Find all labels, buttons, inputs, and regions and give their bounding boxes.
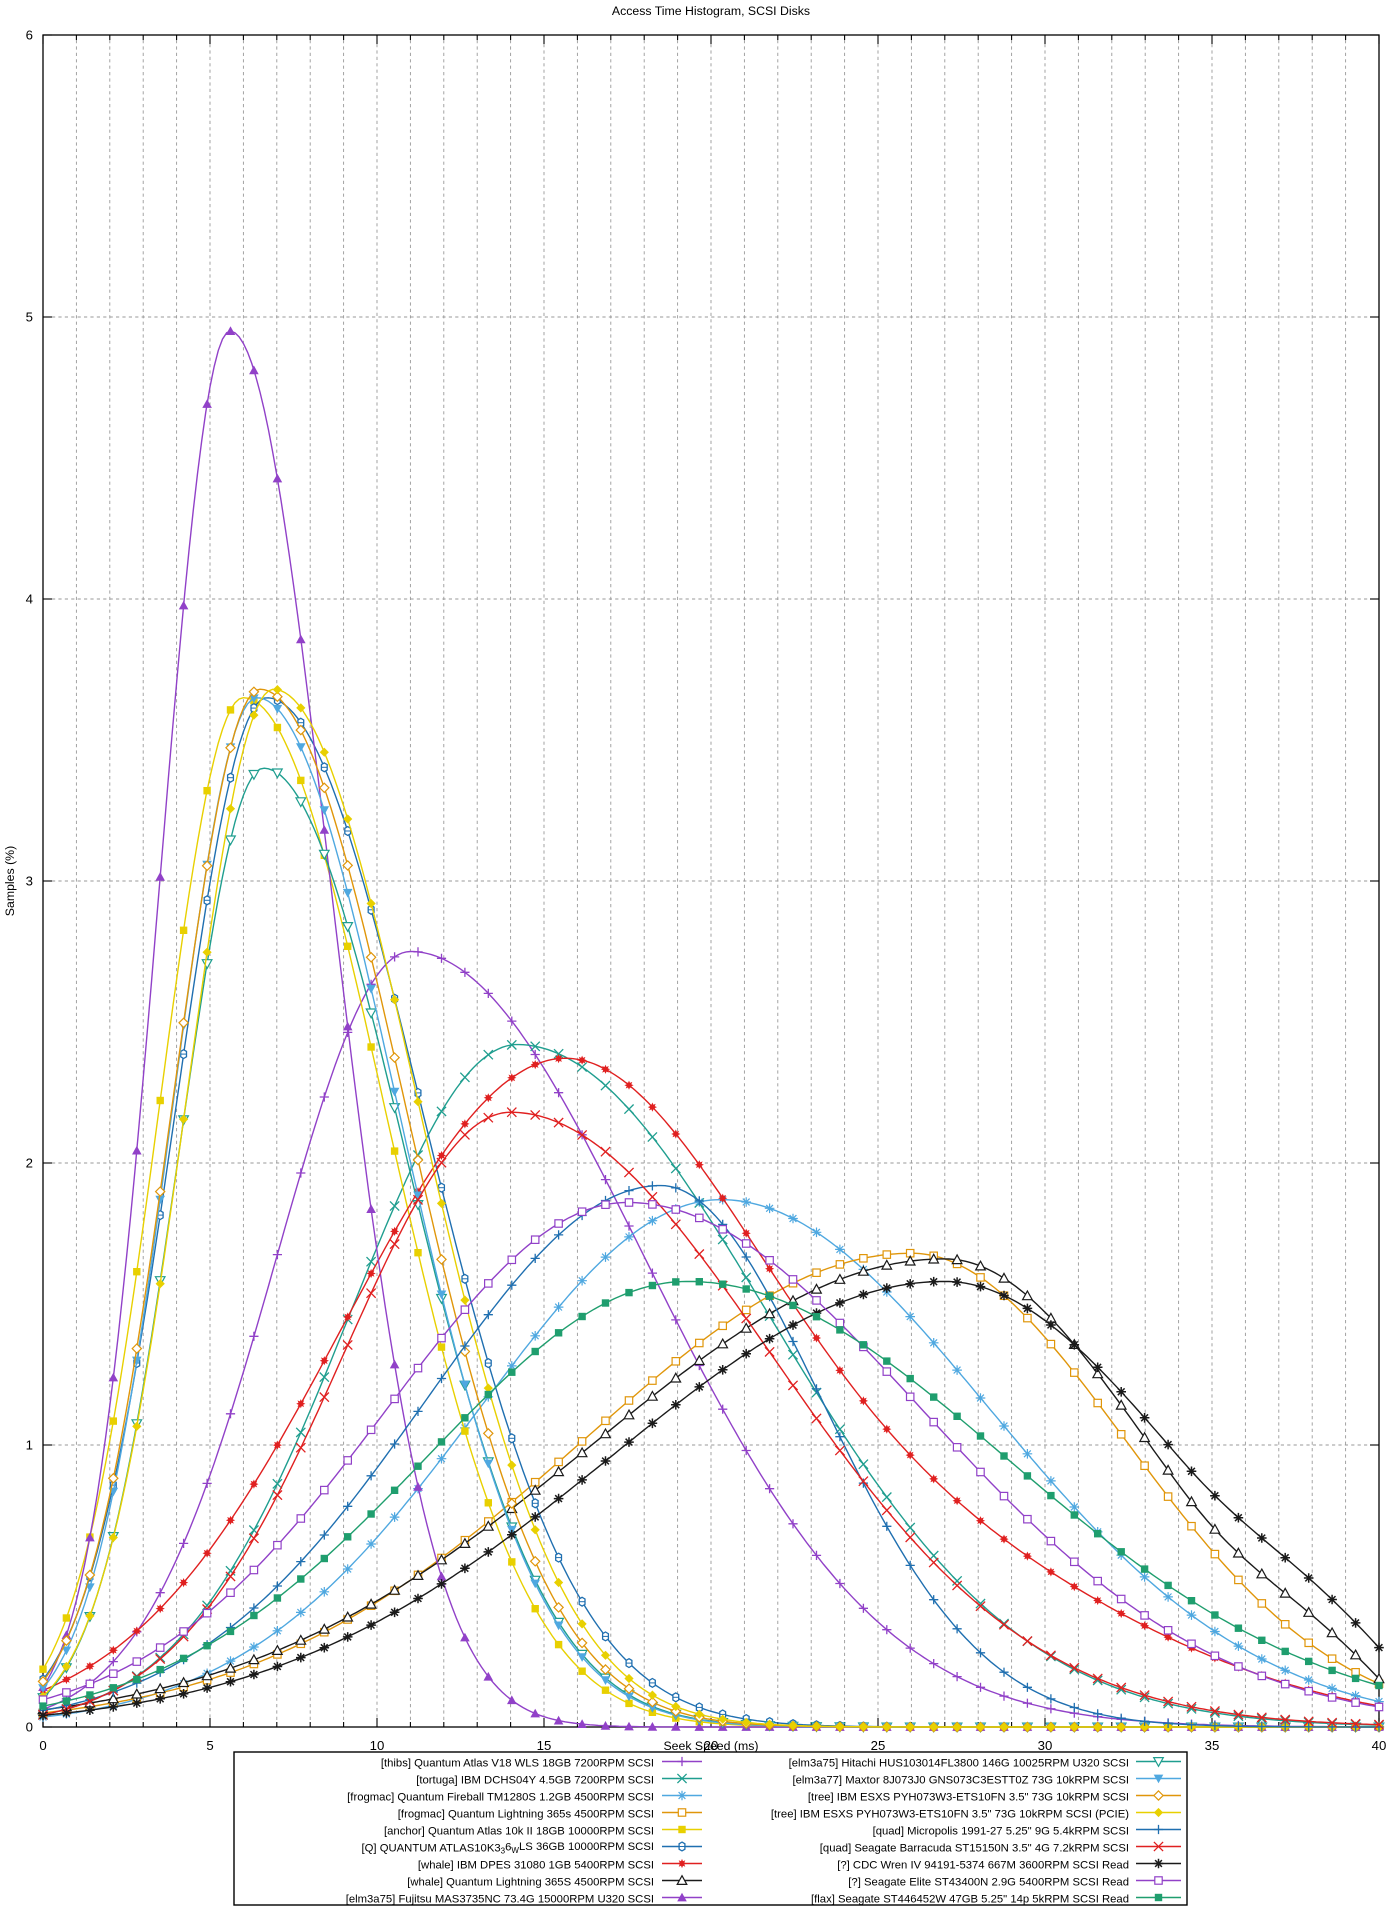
svg-text:Access Time Histogram, SCSI Di: Access Time Histogram, SCSI Disks xyxy=(612,4,810,18)
svg-text:[elm3a75] Fujitsu MAS3735NC 73: [elm3a75] Fujitsu MAS3735NC 73.4G 15000R… xyxy=(346,1894,654,1906)
svg-text:2: 2 xyxy=(26,1156,33,1171)
svg-text:15: 15 xyxy=(537,1738,552,1753)
svg-text:[anchor] Quantum Atlas 10k II: [anchor] Quantum Atlas 10k II 18GB 10000… xyxy=(384,1826,654,1838)
svg-text:[whale] IBM DPES 31080 1GB 540: [whale] IBM DPES 31080 1GB 5400RPM SCSI xyxy=(418,1860,654,1872)
svg-text:[frogmac] Quantum Lightning 36: [frogmac] Quantum Lightning 365s 4500RPM… xyxy=(398,1809,654,1821)
svg-text:Seek Speed (ms): Seek Speed (ms) xyxy=(663,1739,758,1753)
svg-text:[thibs] Quantum Atlas V18 WLS: [thibs] Quantum Atlas V18 WLS 18GB 7200R… xyxy=(381,1758,654,1770)
svg-text:[quad] Seagate Barracuda ST151: [quad] Seagate Barracuda ST15150N 3.5" 4… xyxy=(820,1843,1129,1855)
svg-text:30: 30 xyxy=(1038,1738,1053,1753)
svg-text:5: 5 xyxy=(206,1738,213,1753)
svg-text:[elm3a77] Maxtor 8J073J0 GNS07: [elm3a77] Maxtor 8J073J0 GNS073C3ESTT0Z … xyxy=(792,1775,1129,1787)
svg-text:[tree] IBM ESXS PYH073W3-ETS10: [tree] IBM ESXS PYH073W3-ETS10FN 3.5" 73… xyxy=(808,1792,1129,1804)
svg-text:4: 4 xyxy=(26,592,33,607)
svg-text:5: 5 xyxy=(26,310,33,325)
svg-text:[whale] Quantum Lightning 365S: [whale] Quantum Lightning 365S 4500RPM S… xyxy=(407,1877,654,1889)
svg-text:[?] Seagate Elite ST43400N 2.9: [?] Seagate Elite ST43400N 2.9G 5400RPM … xyxy=(848,1877,1129,1889)
svg-text:40: 40 xyxy=(1372,1738,1387,1753)
svg-text:3: 3 xyxy=(26,874,33,889)
svg-text:0: 0 xyxy=(39,1738,46,1753)
svg-text:[tortuga] IBM DCHS04Y 4.5GB 72: [tortuga] IBM DCHS04Y 4.5GB 7200RPM SCSI xyxy=(416,1775,654,1787)
svg-text:[tree] IBM ESXS PYH073W3-ETS10: [tree] IBM ESXS PYH073W3-ETS10FN 3.5" 73… xyxy=(771,1809,1129,1821)
svg-text:6: 6 xyxy=(26,28,33,43)
svg-text:[quad] Micropolis 1991-27 5.25: [quad] Micropolis 1991-27 5.25" 9G 5.4kR… xyxy=(873,1826,1129,1838)
svg-text:25: 25 xyxy=(871,1738,886,1753)
svg-text:1: 1 xyxy=(26,1438,33,1453)
svg-text:Samples (%): Samples (%) xyxy=(3,846,17,916)
svg-text:[flax] Seagate ST446452W 47GB: [flax] Seagate ST446452W 47GB 5.25" 14p … xyxy=(811,1894,1129,1906)
svg-text:35: 35 xyxy=(1205,1738,1220,1753)
svg-text:[?] CDC Wren IV 94191-5374 667: [?] CDC Wren IV 94191-5374 667M 3600RPM … xyxy=(837,1860,1129,1872)
svg-text:[frogmac] Quantum Fireball TM1: [frogmac] Quantum Fireball TM1280S 1.2GB… xyxy=(347,1792,654,1804)
svg-text:10: 10 xyxy=(370,1738,385,1753)
svg-text:0: 0 xyxy=(26,1720,33,1735)
svg-text:[elm3a75] Hitachi HUS103014FL3: [elm3a75] Hitachi HUS103014FL3800 146G 1… xyxy=(789,1758,1129,1770)
